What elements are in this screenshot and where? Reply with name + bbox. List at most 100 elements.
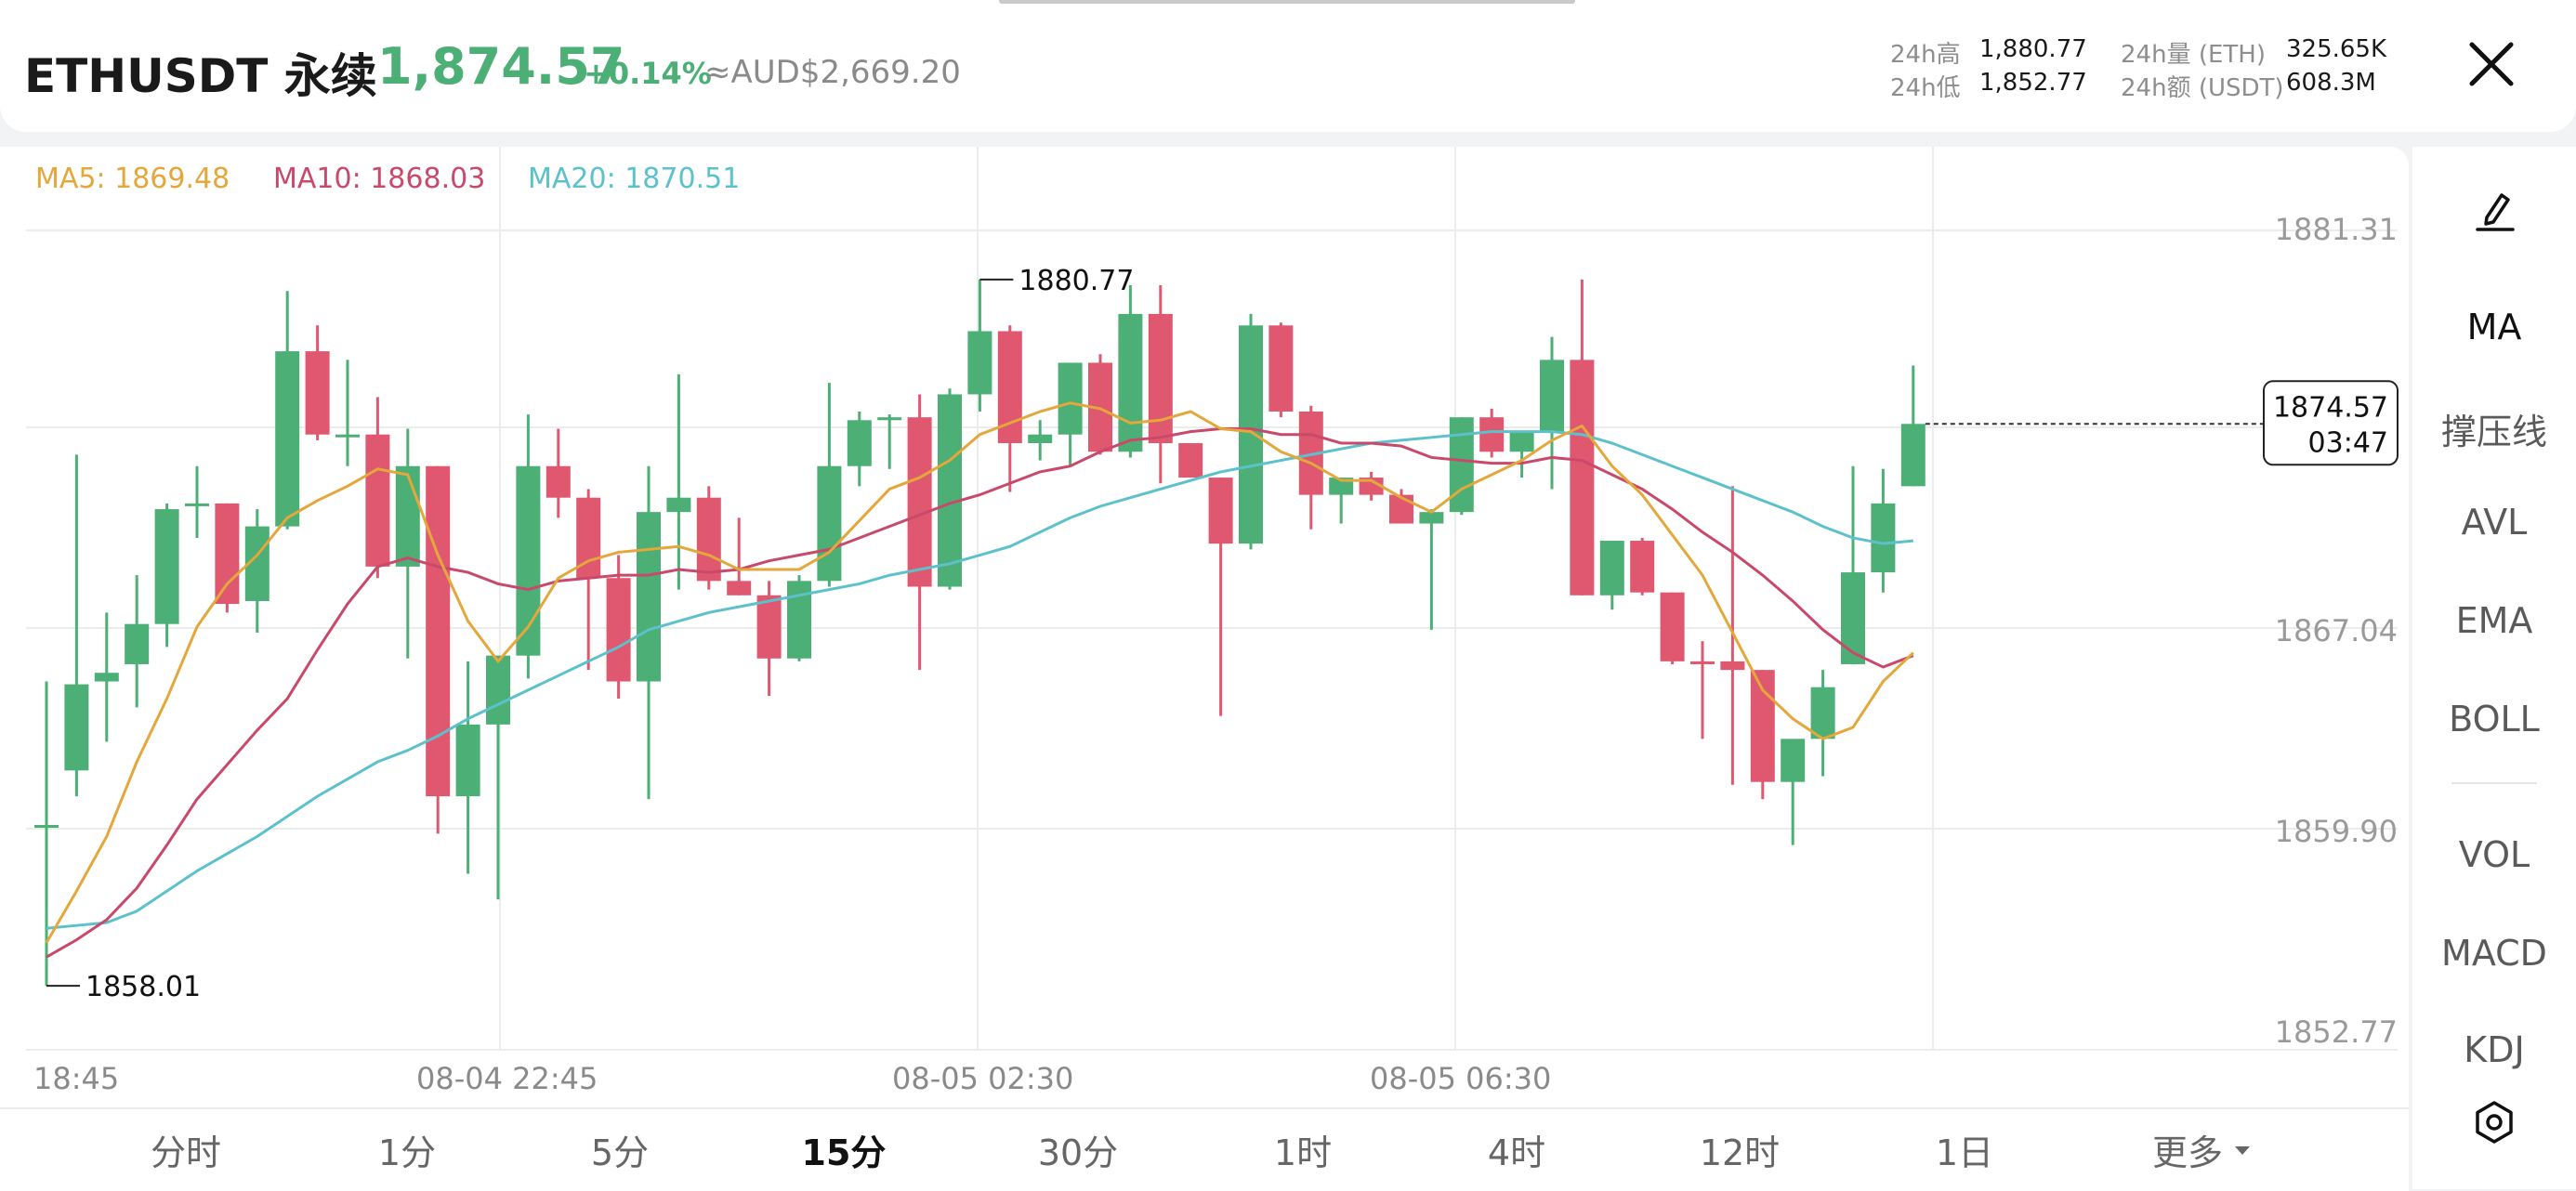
x-axis: 18:45 08-04 22:45 08-05 02:30 08-05 06:30: [33, 1061, 1551, 1096]
ma5-line: [45, 401, 1914, 944]
candle: [545, 428, 571, 518]
candle-body: [516, 465, 541, 656]
dropdown-arrow-icon[interactable]: [2232, 1143, 2253, 1158]
candle-body: [215, 503, 240, 605]
candle: [817, 383, 842, 587]
y-tick-label: 1867.04: [2275, 613, 2398, 648]
candle-body: [756, 595, 782, 659]
timeframe-4h[interactable]: 4时: [1487, 1132, 1546, 1173]
candle: [1058, 362, 1083, 466]
candle: [1359, 471, 1384, 501]
indicator-avl[interactable]: AVL: [2461, 502, 2528, 543]
indicator-vol[interactable]: VOL: [2458, 834, 2530, 875]
timeframe-1m[interactable]: 1分: [377, 1132, 437, 1173]
candle-body: [154, 509, 179, 624]
candle-body: [426, 465, 451, 797]
candle-body: [727, 581, 752, 596]
candle-body: [1871, 503, 1896, 573]
candle: [1841, 465, 1865, 664]
indicator-boll[interactable]: BOLL: [2449, 699, 2540, 739]
candle-body: [1781, 739, 1806, 782]
timeframe-1h[interactable]: 1时: [1273, 1132, 1333, 1173]
candle-body: [1841, 572, 1865, 664]
candle: [666, 373, 691, 590]
candle-body: [275, 351, 300, 527]
candle-body: [1118, 313, 1143, 452]
candle-body: [1810, 687, 1835, 739]
symbol-title[interactable]: ETHUSDT 永续: [24, 49, 377, 103]
candle-body: [1329, 478, 1354, 495]
timeframe-bar: 分时 1分 5分 15分 30分 1时 4时 12时 1日 更多: [0, 1107, 2409, 1191]
candle-body: [395, 465, 420, 567]
stat-volume-value: 325.65K: [2286, 35, 2387, 63]
candle: [727, 517, 752, 596]
candle-body: [938, 394, 962, 587]
timeframe-12h[interactable]: 12时: [1699, 1132, 1781, 1173]
candle-body: [637, 512, 661, 682]
close-icon[interactable]: [2464, 37, 2518, 91]
candle-body: [1419, 512, 1444, 524]
low-annotation: 1858.01: [46, 971, 201, 1003]
indicator-kdj[interactable]: KDJ: [2464, 1029, 2525, 1070]
candle-body: [967, 331, 992, 395]
candle-body: [1239, 325, 1263, 544]
candle: [1660, 592, 1685, 664]
candle-body: [1389, 494, 1413, 524]
x-tick-label: 18:45: [33, 1061, 119, 1096]
candle: [335, 360, 360, 466]
candle: [1088, 354, 1112, 455]
candle: [64, 454, 89, 797]
indicator-ema[interactable]: EMA: [2455, 600, 2533, 641]
candle-body: [1570, 360, 1595, 596]
drag-handle[interactable]: [999, 0, 1575, 4]
timeframe-timeshare[interactable]: 分时: [150, 1132, 222, 1173]
ma20-readout: MA20: 1870.51: [528, 163, 740, 195]
indicator-macd[interactable]: MACD: [2441, 933, 2547, 974]
candle-body: [877, 417, 902, 421]
chart-panel[interactable]: 1881.31 1867.04 1859.90 1852.77 18:45 08-04 …: [0, 147, 2409, 1107]
current-price-tag: 1874.57 03:47: [1925, 380, 2399, 466]
candle: [486, 655, 510, 900]
candle: [1419, 509, 1444, 630]
x-tick-label: 08-04 22:45: [416, 1061, 598, 1096]
candle: [305, 325, 330, 440]
indicator-ma[interactable]: MA: [2466, 307, 2522, 347]
candle-body: [1509, 431, 1534, 452]
candle: [1630, 537, 1655, 596]
candle-body: [125, 623, 150, 664]
candle-body: [1540, 360, 1564, 432]
candle: [1509, 431, 1534, 478]
timeframe-more[interactable]: 更多: [2151, 1132, 2224, 1173]
candle: [1871, 468, 1896, 593]
candle: [1389, 489, 1413, 524]
indicator-support-resistance[interactable]: 撑压线: [2440, 412, 2547, 452]
y-tick-label: 1881.31: [2275, 212, 2398, 247]
y-tick-label: 1852.77: [2275, 1014, 2398, 1050]
candle: [1781, 739, 1806, 845]
candle: [1479, 408, 1505, 458]
candle-body: [1058, 362, 1083, 435]
timeframe-30m[interactable]: 30分: [1037, 1132, 1119, 1173]
candle-body: [1479, 417, 1505, 452]
candle-body: [1690, 661, 1715, 664]
candle-body: [1208, 478, 1233, 544]
candle: [365, 397, 390, 579]
candle-body: [1599, 541, 1624, 596]
candle-body: [34, 825, 59, 829]
candle: [1449, 417, 1474, 516]
candlestick-chart[interactable]: 1881.31 1867.04 1859.90 1852.77 18:45 08-04 …: [0, 147, 2409, 1107]
candles: [34, 279, 1925, 987]
candle: [1599, 541, 1624, 610]
draw-pen-icon[interactable]: [2474, 186, 2517, 232]
timeframe-15m[interactable]: 15分: [801, 1132, 887, 1173]
stat-low-label: 24h低: [1890, 74, 1961, 102]
candle-body: [606, 578, 631, 682]
settings-icon[interactable]: [2472, 1100, 2517, 1145]
timeframe-1d[interactable]: 1日: [1935, 1132, 1994, 1173]
candle: [94, 612, 119, 742]
candle-body: [545, 465, 571, 498]
high-annotation: 1880.77: [979, 265, 1134, 297]
timeframe-5m[interactable]: 5分: [590, 1132, 650, 1173]
ma-lines: [45, 401, 1914, 959]
candle: [1118, 285, 1143, 458]
